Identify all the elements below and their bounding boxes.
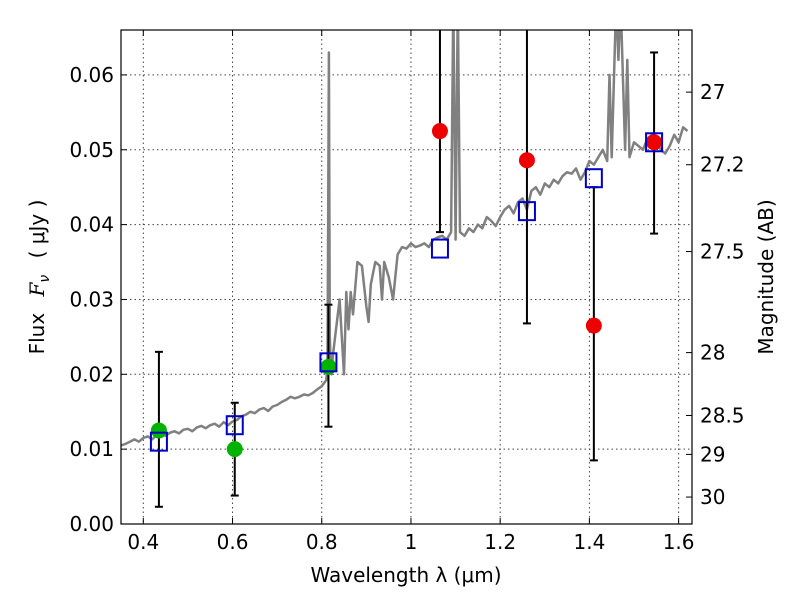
x-tick-label: 1 bbox=[405, 530, 418, 554]
model-band-square bbox=[645, 132, 664, 153]
right-tick-label: 29 bbox=[700, 442, 725, 466]
y-tick-label: 0.01 bbox=[69, 437, 114, 461]
y-axis-label-prefix: Flux bbox=[25, 313, 49, 355]
plot-area bbox=[121, 30, 689, 508]
right-axis-label: Magnitude (AB) bbox=[754, 199, 778, 354]
right-tick-label: 27.2 bbox=[700, 153, 745, 177]
model-spectrum-line bbox=[121, 30, 689, 447]
y-tick-label: 0.03 bbox=[69, 287, 114, 311]
right-tick-label: 27 bbox=[700, 80, 725, 104]
x-tick-label: 1.6 bbox=[663, 530, 695, 554]
right-tick-label: 30 bbox=[700, 485, 725, 509]
red-data-point bbox=[518, 152, 535, 169]
grid bbox=[121, 30, 692, 525]
axes-frame bbox=[120, 29, 693, 525]
x-tick-label: 0.4 bbox=[127, 530, 159, 554]
model-band-square bbox=[149, 431, 168, 452]
right-tick-label: 28 bbox=[700, 341, 725, 365]
right-tick-label: 27.5 bbox=[700, 240, 745, 264]
model-band-square bbox=[517, 201, 536, 222]
y-tick-label: 0.06 bbox=[69, 63, 114, 87]
y-axis-label-units: ( μJy ) bbox=[25, 200, 49, 259]
right-tick-label: 28.5 bbox=[700, 403, 745, 427]
red-data-point bbox=[646, 134, 663, 151]
x-tick-label: 0.6 bbox=[217, 530, 249, 554]
y-axis-label-subscript: ν bbox=[37, 275, 53, 283]
model-band-square bbox=[225, 415, 244, 436]
y-axis-label: Flux Fν ( μJy ) bbox=[25, 200, 54, 355]
y-tick-label: 0.05 bbox=[69, 138, 114, 162]
green-data-point bbox=[320, 358, 337, 375]
x-tick-label: 1.2 bbox=[484, 530, 516, 554]
y-tick-label: 0.02 bbox=[69, 362, 114, 386]
model-band-square bbox=[584, 168, 603, 189]
green-data-point bbox=[150, 422, 167, 439]
model-band-square bbox=[430, 238, 449, 259]
y-axis-label-symbol: F bbox=[25, 281, 49, 297]
y-tick-label: 0.00 bbox=[69, 512, 114, 536]
x-axis-label: Wavelength λ (μm) bbox=[310, 563, 501, 587]
x-tick-label: 0.8 bbox=[306, 530, 338, 554]
y-tick-label: 0.04 bbox=[69, 213, 114, 237]
model-band-square bbox=[319, 352, 338, 373]
x-tick-label: 1.4 bbox=[573, 530, 605, 554]
ticks: 0.4 0.6 0.8 1 1.2 1.4 1.6 0.00 0.01 0.02 0.03 0.04 0… bbox=[69, 30, 745, 554]
red-data-point bbox=[431, 123, 448, 140]
red-data-point bbox=[585, 317, 602, 334]
green-data-point bbox=[226, 441, 243, 458]
